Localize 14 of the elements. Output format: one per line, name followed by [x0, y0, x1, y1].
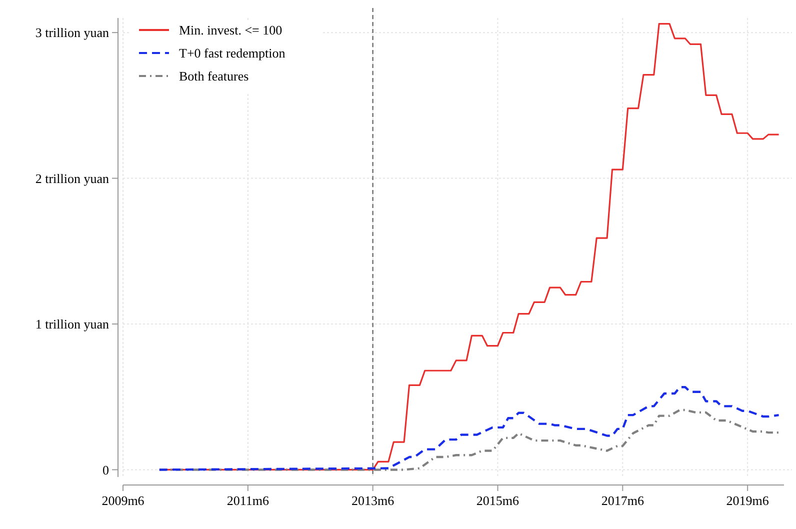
- y-tick-label: 3 trillion yuan: [35, 25, 110, 40]
- line-series: [158, 386, 780, 471]
- x-tick-label: 2011m6: [226, 493, 270, 508]
- y-tick-label: 0: [102, 462, 109, 478]
- legend-label: Both features: [179, 68, 249, 84]
- x-tick-label: 2015m6: [476, 493, 520, 508]
- x-tick-label: 2019m6: [726, 493, 770, 508]
- legend-label: Min. invest. <= 100: [179, 22, 282, 38]
- x-tick-label: 2013m6: [352, 493, 395, 508]
- legend-label: T+0 fast redemption: [179, 46, 286, 61]
- y-tick-label: 2 trillion yuan: [35, 170, 110, 186]
- x-tick-label: 2009m6: [102, 493, 145, 508]
- y-tick-label: 1 trillion yuan: [35, 316, 110, 332]
- x-tick-label: 2017m6: [601, 493, 644, 508]
